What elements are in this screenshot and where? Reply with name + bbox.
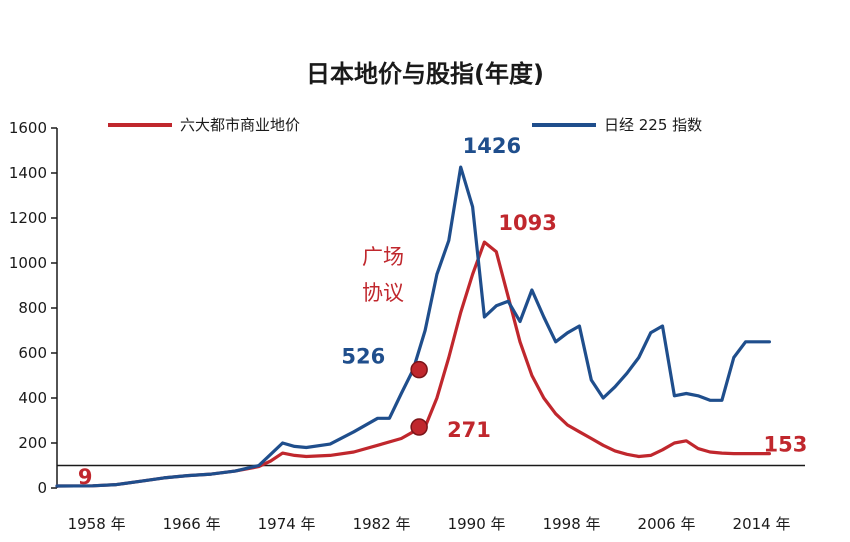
annotation-layer: 广场 协议 9 1426 1093 526 271 153 (78, 134, 807, 489)
legend-label-land-price: 六大都市商业地价 (180, 116, 300, 134)
data-label: 271 (447, 418, 491, 442)
data-label: 526 (341, 345, 385, 369)
x-tick-label: 1958 年 (68, 515, 126, 533)
y-tick-label: 200 (18, 434, 47, 452)
event-label-plaza-accord-line2: 协议 (362, 281, 404, 305)
data-label: 1426 (463, 134, 521, 158)
chart-title: 日本地价与股指(年度) (306, 60, 544, 88)
x-tick-label: 1998 年 (543, 515, 601, 533)
y-tick-label: 1000 (9, 254, 47, 272)
x-tick-label: 1982 年 (353, 515, 411, 533)
y-tick-label: 800 (18, 299, 47, 317)
data-label: 9 (78, 465, 93, 489)
data-label: 153 (764, 433, 808, 457)
x-tick-label: 2014 年 (733, 515, 791, 533)
x-tick-label: 1990 年 (448, 515, 506, 533)
series-layer (55, 165, 772, 488)
y-tick-label: 1400 (9, 164, 47, 182)
data-marker (410, 418, 428, 436)
y-tick-label: 400 (18, 389, 47, 407)
x-tick-label: 2006 年 (638, 515, 696, 533)
y-tick-label: 0 (37, 479, 47, 497)
legend-label-nikkei: 日经 225 指数 (604, 116, 702, 134)
data-label: 1093 (498, 211, 556, 235)
y-tick-label: 1200 (9, 209, 47, 227)
axes: 0 200 400 600 800 1000 1200 1400 1600 1958 年 1966 … (9, 119, 805, 533)
legend: 六大都市商业地价 日经 225 指数 (108, 116, 702, 134)
x-tick-label: 1966 年 (163, 515, 221, 533)
series-line-nikkei (55, 165, 772, 488)
event-label-plaza-accord-line1: 广场 (362, 245, 404, 269)
y-tick-label: 1600 (9, 119, 47, 137)
data-marker (410, 360, 428, 379)
x-tick-label: 1974 年 (258, 515, 316, 533)
y-tick-label: 600 (18, 344, 47, 362)
